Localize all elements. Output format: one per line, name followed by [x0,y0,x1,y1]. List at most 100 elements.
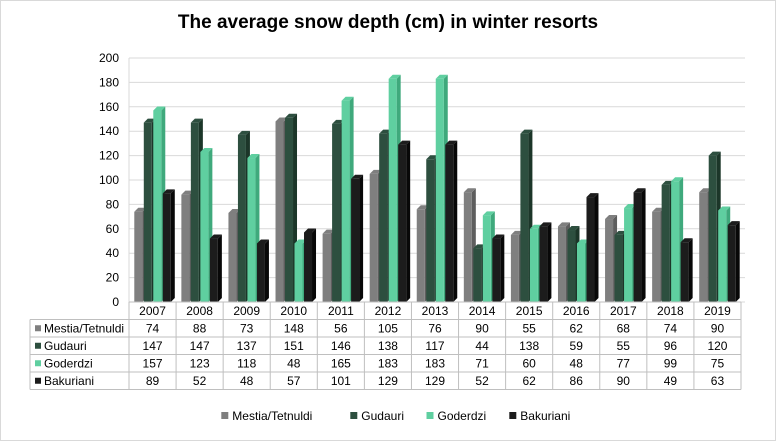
bar-top [708,151,721,156]
y-tick-label: 40 [106,246,120,260]
data-label: 147 [143,339,163,353]
bar-front [162,193,171,302]
bar-front [557,226,566,302]
bar-front [529,228,538,302]
x-tick-label: 2017 [610,304,637,318]
data-label: 48 [287,357,301,371]
bar-side [406,140,411,302]
y-tick-label: 180 [99,75,119,89]
bar-front [652,211,661,302]
x-tick-label: 2011 [328,304,354,318]
bar-top [153,106,166,111]
bar-front [539,226,548,302]
bar-front [134,211,143,302]
table-series-name: Mestia/Tetnuldi [44,322,124,336]
data-label: 101 [331,374,351,388]
bar-top [539,222,552,227]
x-tick-label: 2018 [657,304,684,318]
bar-top [294,239,307,244]
bar-2009-3 [256,239,269,302]
bar-2019-3 [727,221,740,302]
bar-front [614,234,623,302]
legend-key [221,412,229,419]
data-label: 55 [617,339,631,353]
bar-front [727,225,736,302]
bar-front [332,123,341,302]
data-label: 75 [711,357,725,371]
bar-front [426,159,435,302]
bar-front [586,197,595,302]
data-label: 105 [378,322,398,336]
data-label: 117 [425,339,444,353]
bar-top [200,147,213,152]
bar-front [143,122,152,302]
bar-front [398,144,407,302]
data-label: 120 [707,339,727,353]
bar-top [247,154,260,159]
bar-front [209,238,218,302]
bar-top [134,207,147,212]
bar-top [379,129,392,134]
data-label: 68 [617,322,631,336]
data-label: 74 [664,322,678,336]
bar-top [482,211,495,216]
bar-side [359,174,364,302]
data-label: 151 [284,339,304,353]
bar-top [228,208,241,213]
data-label: 48 [240,374,254,388]
y-tick-label: 20 [106,271,120,285]
bar-top [520,129,533,134]
data-label: 44 [475,339,489,353]
y-tick-label: 120 [99,149,119,163]
x-tick-label: 2013 [422,304,449,318]
data-label: 165 [331,357,351,371]
bar-front [341,100,350,302]
bar-front [445,144,454,302]
legend-key [509,412,517,419]
bar-top [727,221,740,226]
data-label: 118 [237,357,256,371]
bar-front [492,238,501,302]
bar-front [718,210,727,302]
bar-side [500,234,505,302]
bar-front [576,243,585,302]
bar-2014-3 [492,234,505,302]
x-tick-label: 2008 [186,304,213,318]
x-tick-label: 2015 [516,304,543,318]
bar-2015-3 [539,222,552,302]
data-label: 86 [570,374,584,388]
bar-top [586,193,599,198]
legend-label: Bakuriani [520,409,570,423]
bar-top [237,130,250,135]
y-tick-label: 160 [99,100,119,114]
data-label: 183 [378,357,398,371]
bar-front [228,212,237,302]
bar-2011-3 [351,174,364,302]
bar-front [482,215,491,302]
data-label: 59 [570,339,584,353]
data-label: 63 [711,374,725,388]
bar-top [285,113,298,118]
data-label: 74 [146,322,160,336]
bar-top [557,222,570,227]
data-label: 129 [425,374,445,388]
bar-side [594,193,599,302]
bar-front [322,233,331,302]
bar-top [567,226,580,231]
bar-front [605,219,614,302]
bar-front [624,208,633,302]
bar-top [369,169,382,174]
data-label: 76 [428,322,442,336]
table-series-key [35,342,41,349]
x-tick-label: 2016 [563,304,590,318]
x-tick-label: 2014 [469,304,496,318]
bar-front [256,243,265,302]
bar-top [398,140,411,145]
bar-top [614,230,627,235]
bar-top [624,204,637,209]
data-label: 88 [193,322,207,336]
bar-top [388,74,401,79]
y-tick-label: 0 [112,295,119,309]
legend-label: Gudauri [361,409,404,423]
bar-front [247,158,256,302]
